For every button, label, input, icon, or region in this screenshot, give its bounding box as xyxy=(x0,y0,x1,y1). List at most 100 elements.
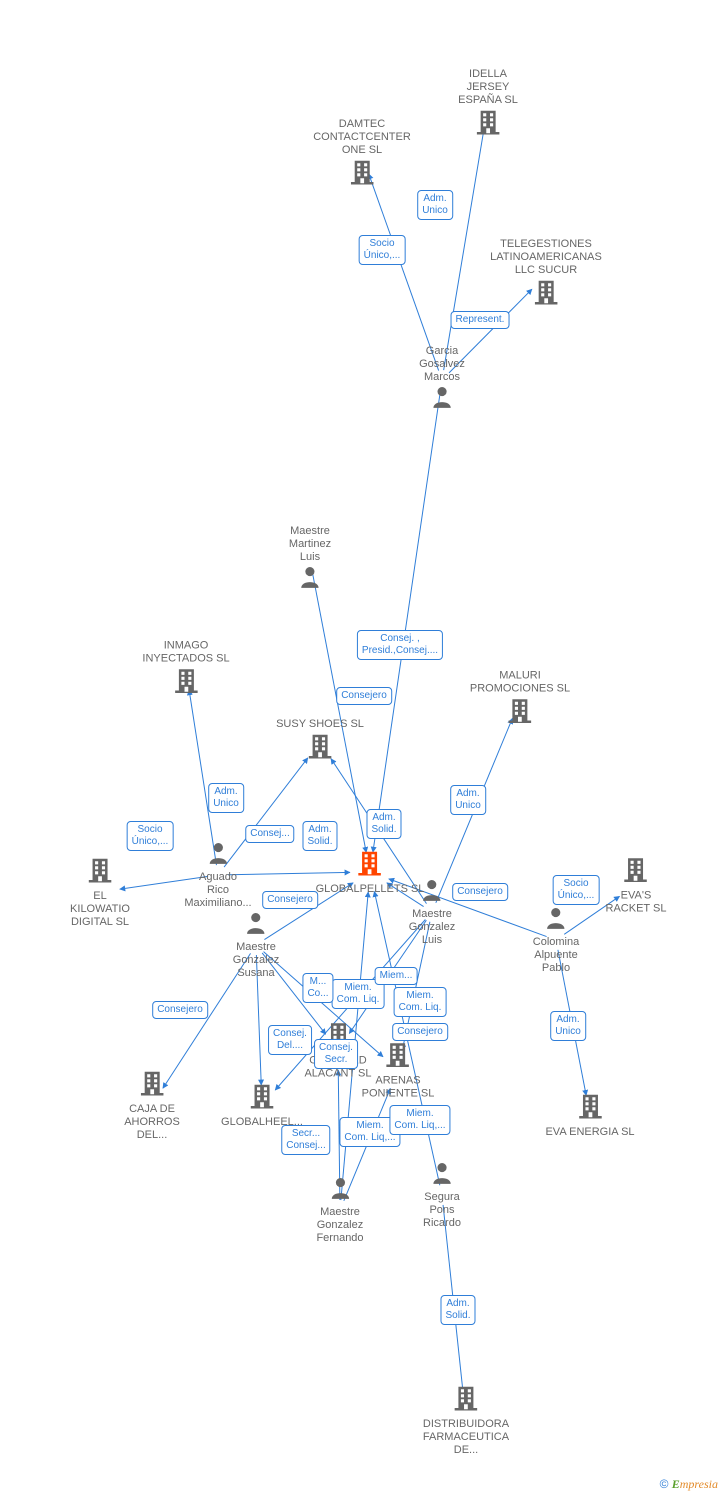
node-damtec: DAMTECCONTACTCENTERONE SL xyxy=(313,118,411,192)
edge xyxy=(275,920,425,1090)
edge xyxy=(189,690,216,865)
edge xyxy=(331,759,426,904)
edge-label: Consej.Del.... xyxy=(268,1025,312,1055)
edge xyxy=(374,892,439,1186)
edge-label: Adm.Solid. xyxy=(302,821,337,851)
node-inmago: INMAGOINYECTADOS SL xyxy=(142,640,229,701)
node-label: DISTRIBUIDORAFARMACEUTICADE... xyxy=(423,1418,509,1457)
edge xyxy=(387,883,424,907)
node-mgsusana: MaestreGonzalezSusana xyxy=(233,910,279,980)
edge-label: Adm.Unico xyxy=(208,783,244,813)
edge-label: Miem... xyxy=(375,967,418,985)
node-segura: SeguraPonsRicardo xyxy=(423,1160,461,1230)
node-label: GLOBALPELLETS SL xyxy=(316,883,425,896)
edge-label: Adm.Unico xyxy=(550,1011,586,1041)
node-gestimed: GESTIMEDALACANT SL xyxy=(304,1020,371,1081)
node-label: ARENASPONIENTE SL xyxy=(362,1075,435,1101)
edge xyxy=(436,718,512,902)
person-icon xyxy=(297,564,323,594)
edge-label: Consejero xyxy=(392,1023,448,1041)
building-icon xyxy=(85,855,115,889)
edge xyxy=(443,1205,464,1400)
edge xyxy=(256,955,261,1085)
edge xyxy=(449,289,532,373)
node-label: SUSY SHOES SL xyxy=(276,718,364,731)
node-label: MaestreGonzalezSusana xyxy=(233,941,279,980)
node-aguado: AguadoRicoMaximiliano... xyxy=(184,840,251,910)
edge-label: Miem.Com. Liq. xyxy=(332,979,385,1009)
edge-label: SocioÚnico,... xyxy=(553,875,600,905)
node-label: GLOBALHEEL... xyxy=(221,1116,303,1129)
node-arenas: ARENASPONIENTE SL xyxy=(362,1040,435,1101)
edge xyxy=(369,174,439,371)
building-icon xyxy=(531,277,561,311)
node-colomina: ColominaAlpuentePablo xyxy=(533,905,579,975)
node-label: EVA'SRACKET SL xyxy=(606,890,667,916)
node-label: TELEGESTIONESLATINOAMERICANASLLC SUCUR xyxy=(490,238,602,277)
edge-label: M...Co... xyxy=(302,973,333,1003)
node-caja: CAJA DEAHORROSDEL... xyxy=(124,1068,180,1142)
node-label: ColominaAlpuentePablo xyxy=(533,936,579,975)
building-icon xyxy=(323,1020,353,1054)
edge-label: Represent. xyxy=(451,311,510,329)
network-diagram: IDELLAJERSEYESPAÑA SL DAMTECCONTACTCENTE… xyxy=(0,0,728,1500)
node-label: GarciaGosalvezMarcos xyxy=(419,345,465,384)
building-icon xyxy=(347,157,377,191)
edge-label: Consej.Secr. xyxy=(314,1039,358,1069)
building-icon xyxy=(137,1068,167,1102)
edge xyxy=(312,570,366,853)
edge xyxy=(341,892,368,1200)
edge-layer xyxy=(0,0,728,1500)
edge-label: SocioÚnico,... xyxy=(127,821,174,851)
edge xyxy=(264,883,353,940)
edge xyxy=(402,922,430,1051)
person-icon xyxy=(429,1160,455,1190)
node-mgfernando: MaestreGonzalezFernando xyxy=(316,1175,363,1245)
edge-label: Miem.Com. Liq,... xyxy=(339,1117,400,1147)
edge xyxy=(228,872,350,874)
building-icon xyxy=(247,1081,277,1115)
person-icon xyxy=(419,877,445,907)
node-susy: SUSY SHOES SL xyxy=(276,718,364,766)
node-elkilo: ELKILOWATIODIGITAL SL xyxy=(70,855,130,929)
edge xyxy=(262,953,326,1034)
edge-label: Adm.Unico xyxy=(417,190,453,220)
edge xyxy=(389,879,547,937)
edge-label: Consejero xyxy=(152,1001,208,1019)
node-label: MaestreMartinezLuis xyxy=(289,525,331,564)
node-telegest: TELEGESTIONESLATINOAMERICANASLLC SUCUR xyxy=(490,238,602,312)
person-icon xyxy=(543,905,569,935)
node-mgluis: MaestreGonzalezLuis xyxy=(409,877,455,947)
edge xyxy=(120,876,208,889)
building-icon xyxy=(355,848,385,882)
edge xyxy=(558,950,586,1096)
building-icon xyxy=(383,1040,413,1074)
node-maluri: MALURIPROMOCIONES SL xyxy=(470,670,570,731)
watermark: © Empresia xyxy=(660,1477,718,1492)
node-mmartinez: MaestreMartinezLuis xyxy=(289,525,331,595)
edge xyxy=(224,758,308,867)
building-icon xyxy=(621,855,651,889)
node-garcia: GarciaGosalvezMarcos xyxy=(419,345,465,415)
node-label: GESTIMEDALACANT SL xyxy=(304,1055,371,1081)
edge xyxy=(349,920,426,1033)
building-icon xyxy=(575,1091,605,1125)
person-icon xyxy=(243,910,269,940)
edge xyxy=(373,390,441,852)
edge-label: Consejero xyxy=(452,883,508,901)
person-icon xyxy=(205,840,231,870)
edge xyxy=(444,125,485,370)
node-label: ELKILOWATIODIGITAL SL xyxy=(70,890,130,929)
edge-label: Consej. ,Presid.,Consej.... xyxy=(357,630,443,660)
node-label: CAJA DEAHORROSDEL... xyxy=(124,1103,180,1142)
node-center: GLOBALPELLETS SL xyxy=(316,848,425,896)
node-label: MaestreGonzalezLuis xyxy=(409,908,455,947)
edge xyxy=(344,1088,391,1200)
edge-label: Adm.Solid. xyxy=(366,809,401,839)
edge-label: Adm.Solid. xyxy=(440,1295,475,1325)
edge-label: Consejero xyxy=(336,687,392,705)
edge-label: Secr...Consej... xyxy=(281,1125,330,1155)
node-distrib: DISTRIBUIDORAFARMACEUTICADE... xyxy=(423,1383,509,1457)
edge-label: Consejero xyxy=(262,891,318,909)
edge xyxy=(163,953,251,1088)
